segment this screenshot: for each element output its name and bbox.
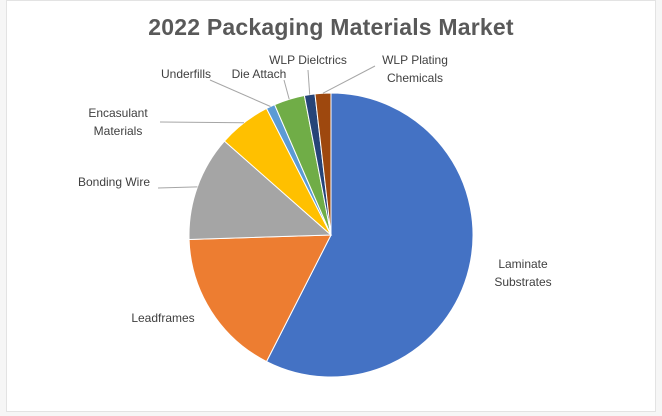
pie-slice-bonding-wire <box>188 140 333 240</box>
leader-line-underfills <box>209 79 271 107</box>
pie-slice-laminate-substrates <box>265 92 474 378</box>
pie-slice-wlp-plating-chemicals <box>314 92 332 236</box>
leader-line-die-attach <box>283 79 290 100</box>
slice-label-encasulant-materials: Encasulant Materials <box>88 106 148 138</box>
slice-label-die-attach: Die Attach <box>232 67 287 81</box>
slice-label-laminate-substrates: Laminate Substrates <box>494 257 551 289</box>
leader-line-bonding-wire <box>157 186 198 189</box>
chart-title: 2022 Packaging Materials Market <box>148 14 514 40</box>
slice-label-underfills: Underfills <box>161 67 211 81</box>
leader-line-wlp-plating-chemicals <box>322 65 376 94</box>
slice-label-wlp-dielctrics: WLP Dielctrics <box>269 53 347 67</box>
leader-line-encasulant-materials <box>159 121 245 124</box>
leader-line-wlp-dielctrics <box>307 69 311 95</box>
pie-slice-leadframes <box>188 234 332 363</box>
slice-label-leadframes: Leadframes <box>131 311 194 325</box>
slice-label-bonding-wire: Bonding Wire <box>78 175 150 189</box>
slice-label-wlp-plating-chemicals: WLP Plating Chemicals <box>382 53 448 85</box>
